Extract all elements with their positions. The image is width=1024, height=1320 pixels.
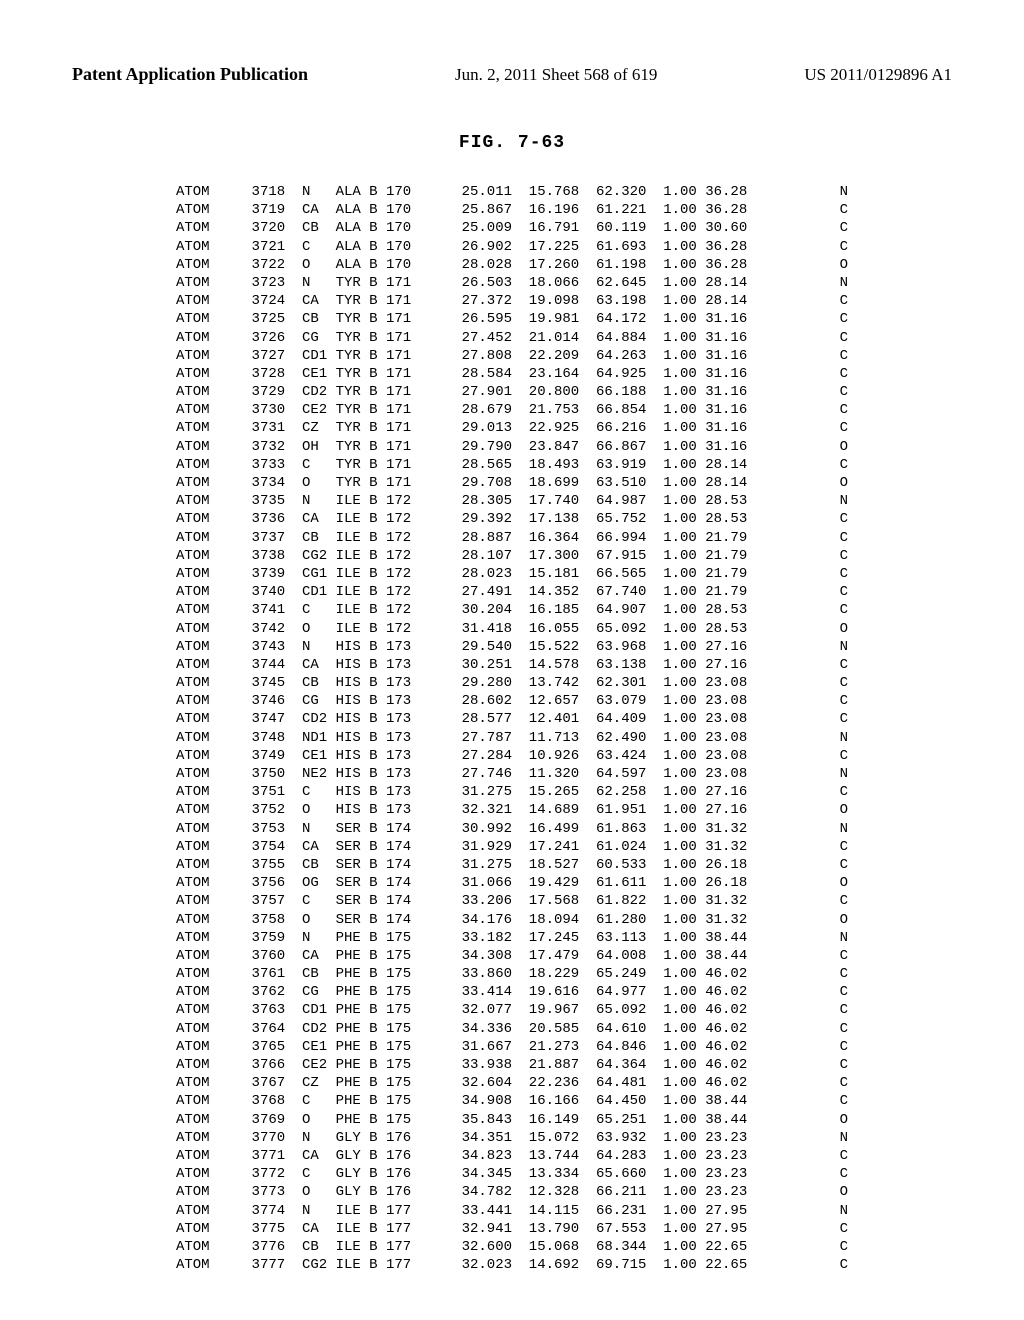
- page-header: Patent Application Publication Jun. 2, 2…: [72, 64, 952, 85]
- header-center: Jun. 2, 2011 Sheet 568 of 619: [455, 65, 657, 85]
- header-left: Patent Application Publication: [72, 64, 308, 85]
- figure-label: FIG. 7-63: [72, 133, 952, 153]
- page: Patent Application Publication Jun. 2, 2…: [0, 0, 1024, 1314]
- header-right: US 2011/0129896 A1: [804, 65, 952, 85]
- pdb-table: ATOM 3718 N ALA B 170 25.011 15.768 62.3…: [176, 183, 848, 1274]
